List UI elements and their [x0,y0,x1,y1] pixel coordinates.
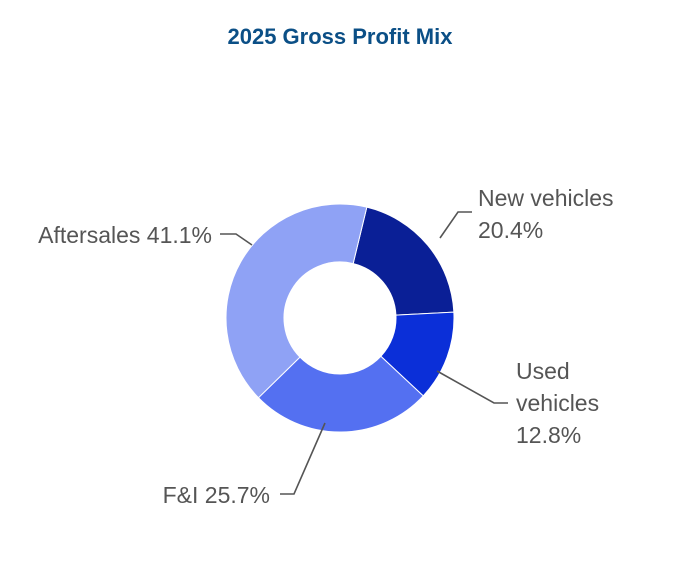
slices-layer [225,203,455,433]
label-aftersales: Aftersales 41.1% [38,222,212,248]
labels-layer: New vehicles 20.4% Used vehicles 12.8% F&I 25… [38,185,613,508]
leader-line-used [436,370,508,404]
slice-fi [257,355,424,433]
label-fi: F&I 25.7% [163,482,270,508]
label-new: New vehicles 20.4% [478,185,614,243]
label-used-line-2: 12.8% [516,422,581,448]
label-aftersales-line-0: Aftersales 41.1% [38,222,212,248]
slice-new [352,206,455,316]
slice-aftersales [225,203,368,399]
label-used: Used vehicles 12.8% [516,358,599,448]
label-used-line-0: Used [516,358,570,384]
leader-line-fi [280,422,326,495]
label-new-line-0: New vehicles [478,185,614,211]
leader-line-aftersales [220,233,253,246]
label-new-line-1: 20.4% [478,217,543,243]
label-used-line-1: vehicles [516,390,599,416]
leader-lines-layer [220,211,508,495]
leader-line-new [439,211,472,239]
chart-title: 2025 Gross Profit Mix [227,24,453,49]
label-fi-line-0: F&I 25.7% [163,482,270,508]
